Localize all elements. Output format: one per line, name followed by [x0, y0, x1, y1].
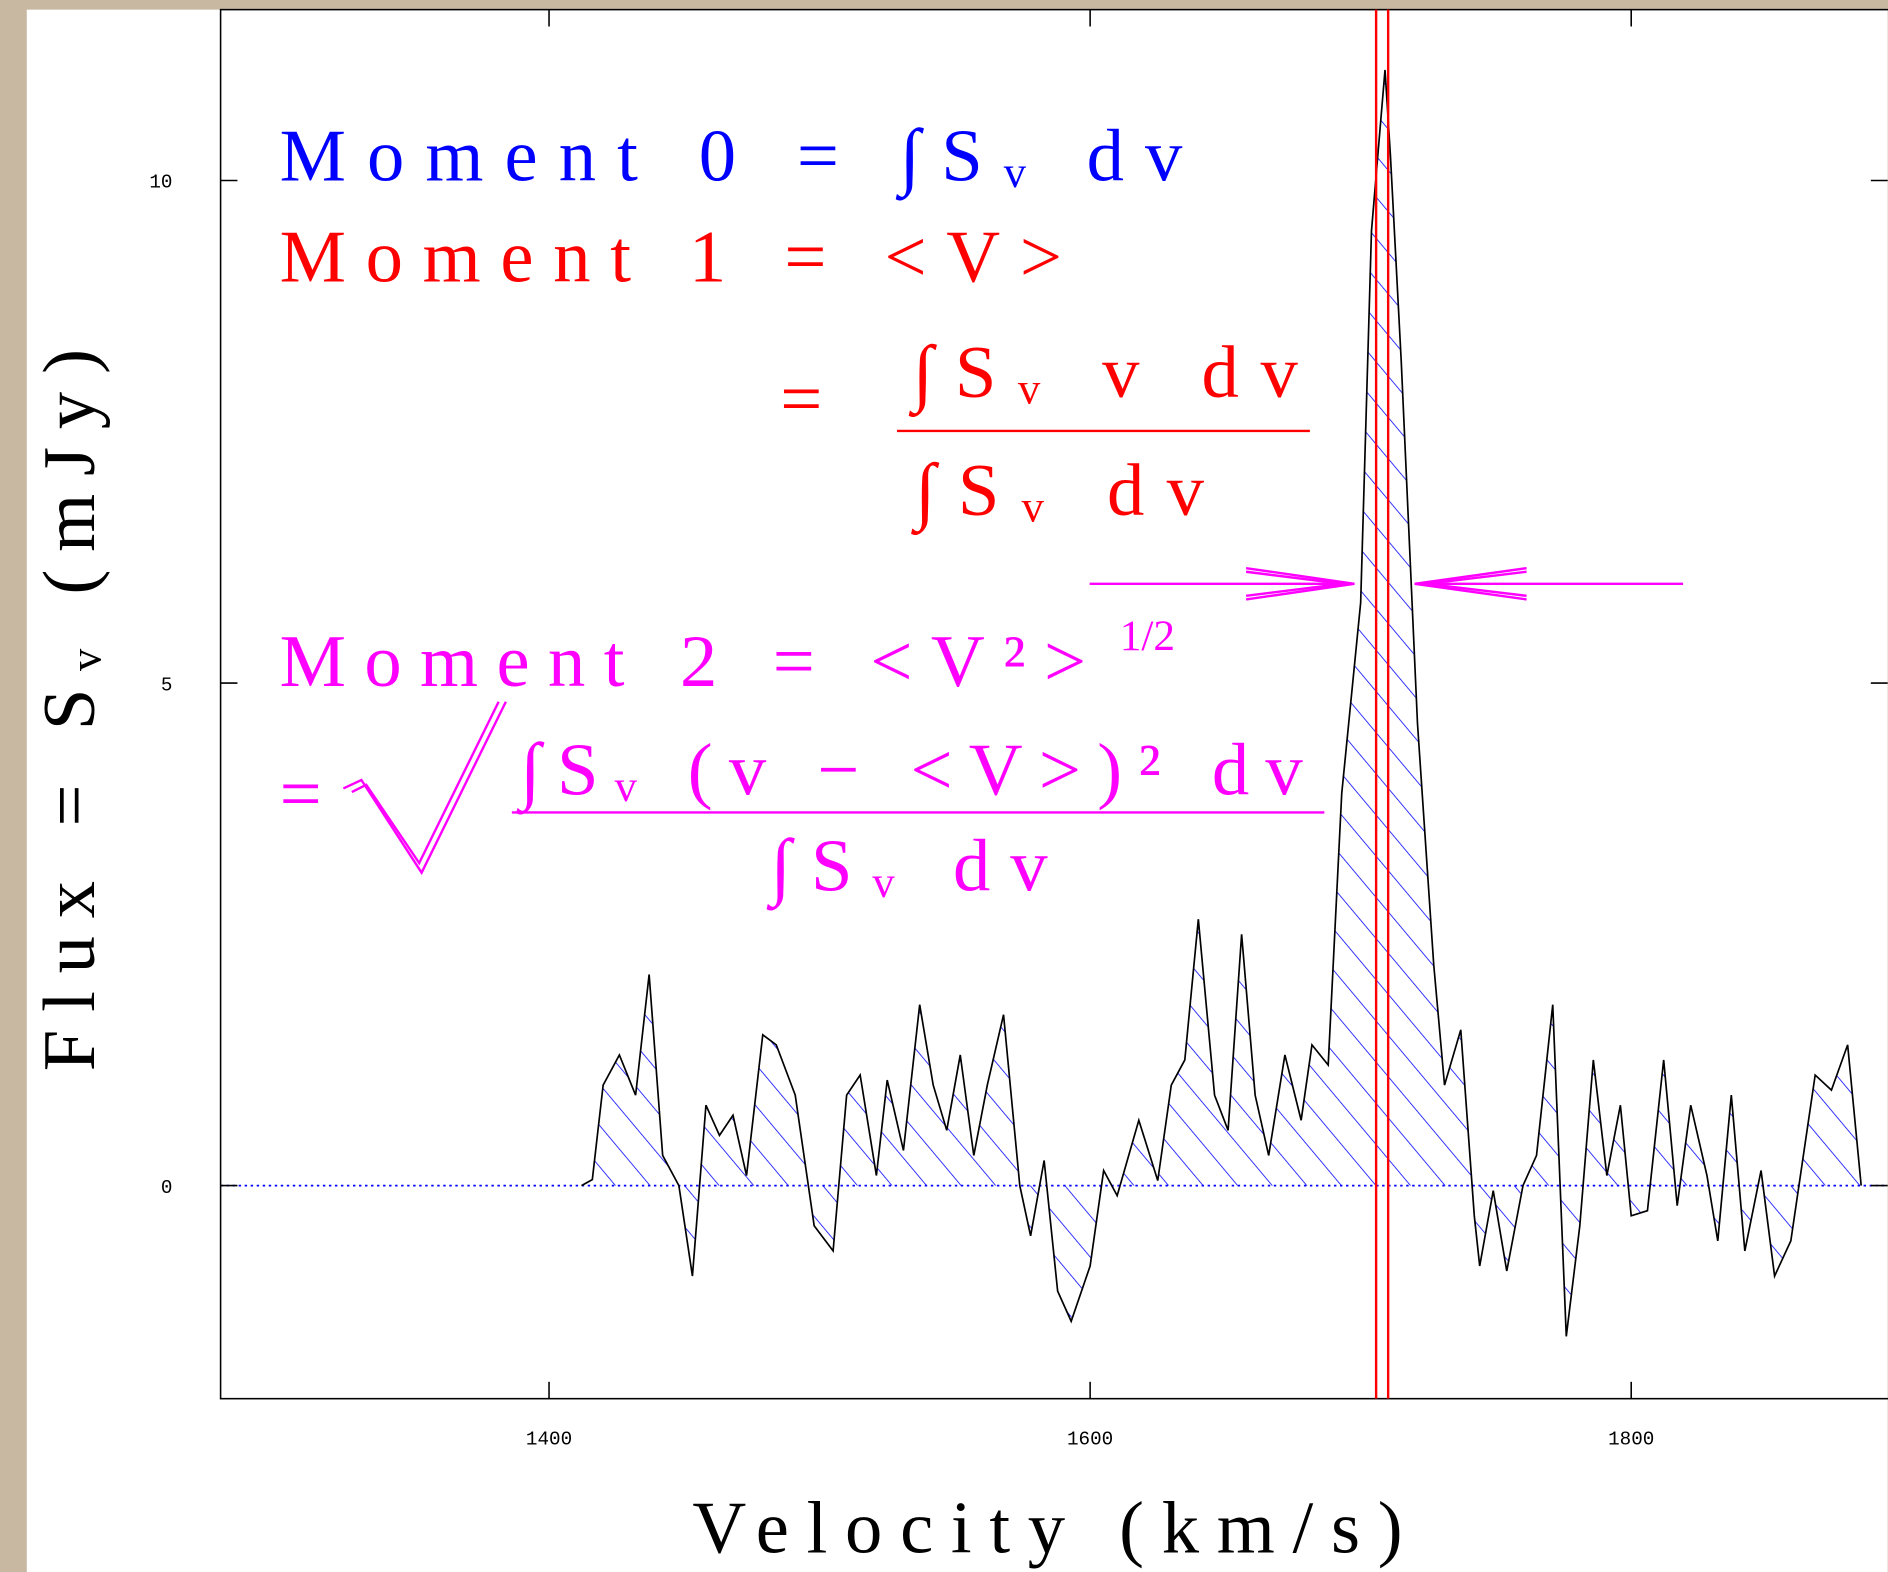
arrow-head	[1414, 566, 1527, 601]
arrow-head	[1245, 570, 1343, 598]
plot-frame	[219, 8, 1888, 1400]
width-arrows	[1089, 566, 1684, 601]
y-axis-label: Flux = Sᵥ (mJy)	[29, 349, 111, 1071]
y-tick-label: 0	[161, 1177, 173, 1199]
x-tick-label: 1600	[1067, 1428, 1113, 1450]
annotation: =	[780, 359, 822, 441]
arrow-head	[1426, 570, 1527, 598]
annotation: ∫Sᵥ (v − <V>)² dv	[516, 729, 1303, 814]
plot-card	[26, 9, 1888, 1572]
spectrum-line	[581, 69, 1863, 1337]
sqrt	[342, 701, 507, 876]
annotation: 1/2	[1120, 612, 1175, 660]
x-tick-label: 1400	[526, 1428, 572, 1450]
arrow-head	[1245, 566, 1355, 601]
annotation: Moment 2 = <V²>	[280, 621, 1086, 703]
annotation: ∫Sᵥ v dv	[909, 332, 1299, 417]
sqrt	[351, 701, 500, 866]
x-tick-label: 1800	[1608, 1428, 1654, 1450]
y-tick-label: 5	[161, 674, 173, 696]
plot-area	[220, 69, 1888, 1337]
y-tick-label: 10	[149, 172, 172, 194]
sqrt-sign	[342, 429, 1325, 876]
annotation: =	[280, 753, 322, 835]
mean-marker	[1374, 9, 1390, 1399]
